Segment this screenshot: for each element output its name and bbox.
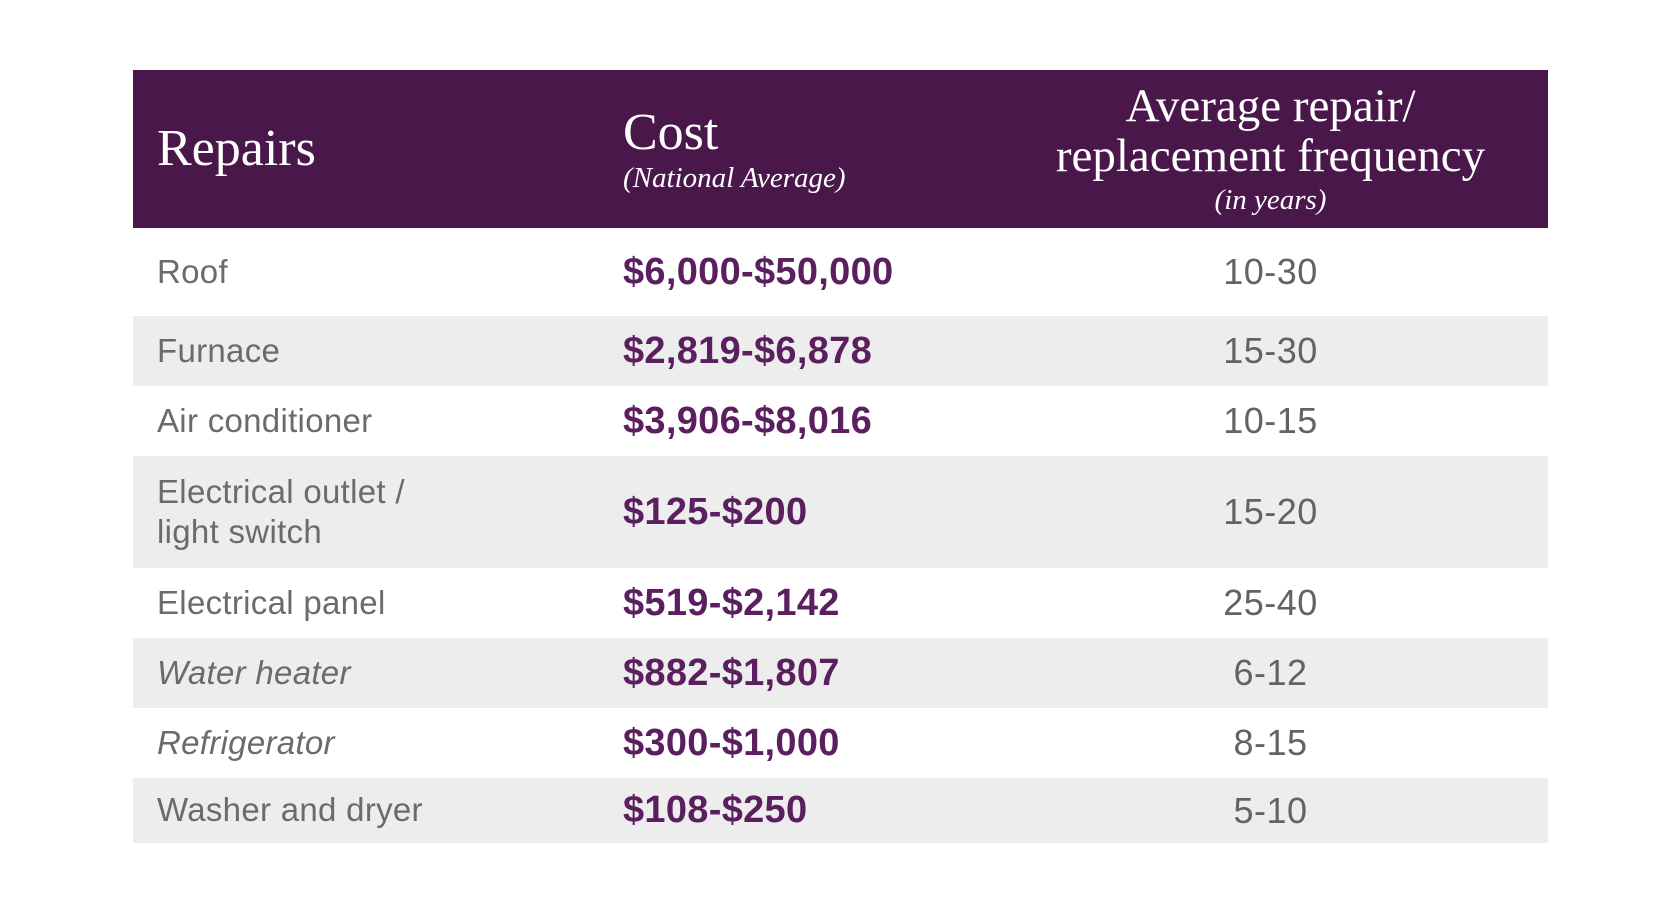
column-header-label: Repairs [157,120,316,178]
repair-name-cell: Air conditioner [157,401,373,439]
repair-name-cell: Refrigerator [157,723,335,761]
column-header-sublabel: (in years) [1214,184,1327,217]
table-row: Roof $6,000-$50,000 10-30 [133,228,1548,316]
frequency-cell: 10-30 [1223,251,1318,292]
frequency-cell: 15-20 [1223,491,1318,532]
table-header: Repairs Cost (National Average) Average … [133,70,1548,228]
table-row: Water heater $882-$1,807 6-12 [133,638,1548,708]
frequency-cell: 8-15 [1233,722,1308,763]
table-body: Roof $6,000-$50,000 10-30 Furnace $2,819-$6,… [133,228,1548,843]
cost-cell: $300-$1,000 [623,721,840,764]
frequency-cell: 10-15 [1223,400,1318,441]
frequency-cell: 25-40 [1223,582,1318,623]
table-row: Furnace $2,819-$6,878 15-30 [133,316,1548,386]
frequency-cell: 6-12 [1233,652,1308,693]
frequency-cell: 5-10 [1233,789,1308,831]
cost-cell: $3,906-$8,016 [623,399,873,442]
cost-cell: $882-$1,807 [623,651,840,694]
repair-name-cell: Furnace [157,331,281,369]
repair-name-cell: Water heater [157,653,351,691]
frequency-cell: 15-30 [1223,330,1318,371]
repair-name-cell: Electrical outlet / light switch [157,472,405,550]
cost-cell: $125-$200 [623,490,808,533]
repair-name-cell: Electrical panel [157,583,386,621]
table-row: Refrigerator $300-$1,000 8-15 [133,708,1548,778]
column-header-frequency: Average repair/ replacement frequency (i… [993,70,1548,228]
column-header-cost: Cost (National Average) [623,70,993,228]
column-header-repairs: Repairs [133,70,623,228]
cost-cell: $108-$250 [623,789,808,831]
column-header-label: Average repair/ replacement frequency [1055,80,1486,183]
table-row: Electrical panel $519-$2,142 25-40 [133,568,1548,638]
column-header-label: Cost [623,103,719,161]
table-row: Electrical outlet / light switch $125-$20… [133,456,1548,568]
cost-cell: $519-$2,142 [623,581,840,624]
repair-cost-table: Repairs Cost (National Average) Average … [133,70,1548,843]
repair-name-cell: Roof [157,252,228,290]
table-row: Washer and dryer $108-$250 5-10 [133,778,1548,843]
cost-cell: $2,819-$6,878 [623,329,873,372]
column-header-sublabel: (National Average) [623,161,846,194]
table-row: Air conditioner $3,906-$8,016 10-15 [133,386,1548,456]
repair-name-cell: Washer and dryer [157,791,423,829]
cost-cell: $6,000-$50,000 [623,250,894,293]
